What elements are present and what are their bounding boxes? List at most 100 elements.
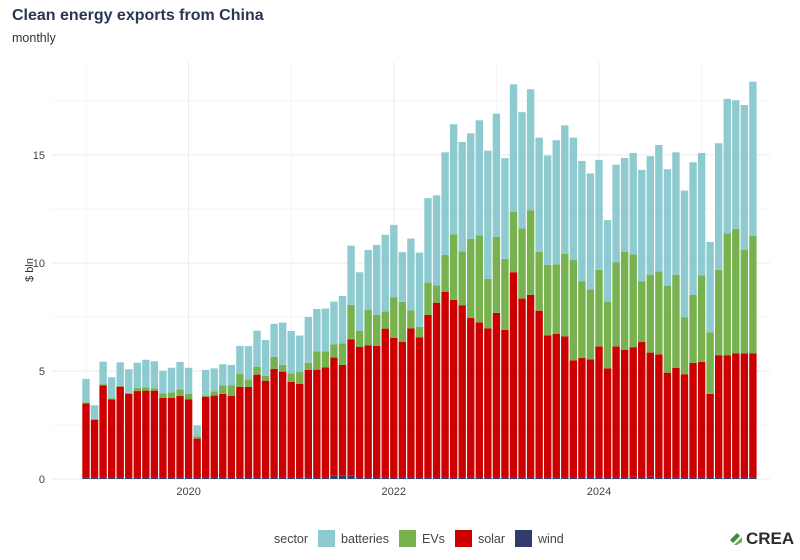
bar-batteries [475, 120, 483, 236]
bar-evs [740, 249, 749, 354]
bar-evs [629, 254, 637, 348]
y-tick-label: 0 [39, 474, 45, 486]
bar-wind [680, 477, 689, 479]
bar-wind [159, 477, 167, 479]
legend: sector batteries EVs solar wind [274, 530, 566, 547]
bar-batteries [706, 241, 714, 333]
bar-evs [381, 311, 389, 329]
bar-batteries [150, 361, 159, 389]
bar-batteries [501, 158, 509, 259]
bar-solar [133, 391, 141, 478]
bar-evs [244, 379, 253, 387]
bar-solar [287, 381, 295, 478]
bar-solar [150, 390, 159, 478]
crea-logo: CREA [728, 529, 794, 549]
bar-evs [116, 385, 124, 387]
chart-subtitle: monthly [12, 31, 56, 45]
bar-evs [518, 228, 526, 299]
bar-batteries [509, 84, 518, 212]
axes: 0 5 10 15 2020 2022 2024 [33, 150, 611, 498]
bar-wind [278, 477, 287, 479]
bar-batteries [689, 162, 697, 295]
bar-solar [390, 337, 398, 478]
bar-batteries [449, 124, 458, 235]
bar-solar [313, 369, 321, 478]
legend-swatch-evs [399, 530, 416, 547]
bar-wind [107, 477, 116, 479]
bar-wind [749, 477, 757, 479]
bar-evs [715, 269, 723, 356]
legend-label-evs: EVs [422, 531, 445, 546]
bar-batteries [697, 152, 706, 276]
bar-batteries [278, 322, 287, 365]
bar-solar [620, 350, 629, 478]
y-tick-label: 15 [33, 150, 45, 162]
bar-solar [304, 369, 312, 478]
bar-wind [193, 477, 201, 479]
bar-wind [578, 477, 586, 479]
bar-batteries [663, 169, 672, 286]
bar-solar [99, 385, 107, 478]
bar-batteries [552, 140, 560, 265]
bar-batteries [330, 301, 338, 345]
bar-wind [355, 477, 364, 479]
bar-wind [219, 477, 227, 479]
bar-solar [603, 368, 612, 478]
bar-evs [278, 364, 287, 372]
bar-batteries [261, 340, 270, 376]
bar-solar [595, 346, 603, 478]
bar-evs [501, 258, 509, 330]
bar-batteries [415, 252, 424, 327]
bar-batteries [458, 141, 466, 252]
bar-wind [176, 477, 184, 479]
bar-evs [475, 235, 483, 323]
bar-batteries [296, 335, 304, 373]
crea-leaf-icon [730, 533, 742, 545]
bar-solar [723, 355, 731, 478]
bar-batteries [167, 367, 176, 393]
bar-solar [518, 298, 526, 478]
y-tick-label: 10 [33, 258, 45, 270]
bar-batteries [638, 169, 646, 282]
bar-evs [672, 275, 680, 368]
bar-batteries [381, 234, 389, 312]
bar-wind [142, 477, 150, 479]
bar-solar [526, 294, 535, 478]
bar-wind [373, 477, 381, 479]
bar-batteries [467, 133, 475, 239]
bar-evs [236, 373, 244, 387]
bar-wind [296, 477, 304, 479]
bar-batteries [313, 308, 321, 352]
bar-evs [184, 393, 193, 400]
bar-evs [535, 251, 543, 311]
bar-batteries [535, 137, 543, 252]
bar-evs [509, 211, 518, 273]
bar-wind [595, 477, 603, 479]
bar-evs [159, 393, 167, 398]
bar-solar [663, 372, 672, 478]
bar-batteries [569, 137, 578, 260]
bar-solar [321, 367, 330, 478]
bar-wind [441, 477, 449, 479]
bar-wind [82, 477, 90, 479]
bar-evs [706, 332, 714, 394]
bar-solar [330, 357, 338, 476]
bar-batteries [432, 195, 441, 286]
bar-evs [398, 301, 407, 343]
bar-batteries [544, 155, 552, 265]
bar-evs [638, 281, 646, 343]
bar-wind [715, 477, 723, 479]
bar-solar [261, 380, 270, 478]
bar-solar [202, 396, 210, 478]
bar-wind [381, 477, 389, 479]
bar-evs [270, 356, 278, 369]
bar-wind [407, 477, 415, 479]
bar-batteries [373, 245, 381, 315]
bar-evs [484, 278, 492, 329]
bar-wind [603, 477, 612, 479]
bar-evs [424, 282, 432, 316]
bar-wind [424, 477, 432, 479]
bar-evs [441, 254, 449, 292]
bar-solar [689, 362, 697, 478]
bar-batteries [612, 164, 620, 263]
